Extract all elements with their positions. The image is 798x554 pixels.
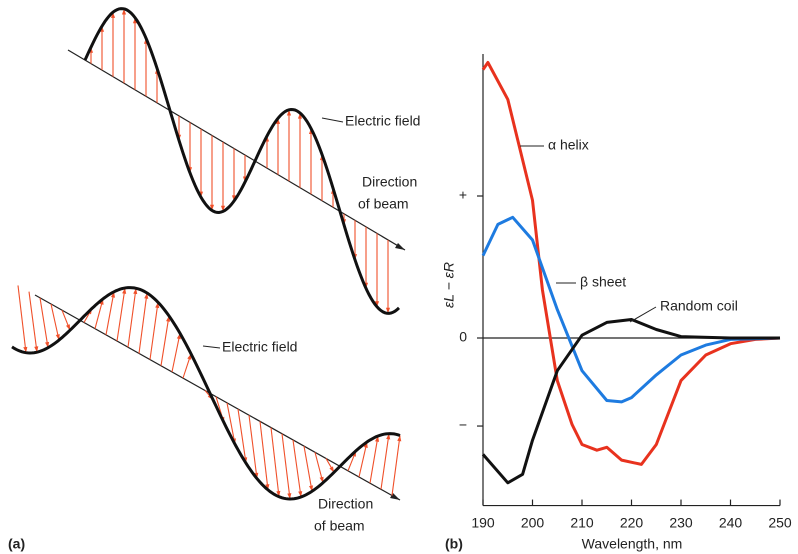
field-arrow [282,434,290,499]
x-axis-label: Wavelength, nm [582,536,683,552]
beam-label: Direction [318,496,373,512]
beam-axis [35,295,400,500]
field-arrow [304,446,312,491]
panel-a [12,9,405,500]
beam-label: Direction [362,174,417,190]
beam-label: of beam [314,518,365,534]
x-tick-label: 210 [570,514,594,530]
label-leader [630,307,656,322]
leader [322,118,343,122]
field-label: Electric field [222,339,297,355]
figure: (a) Electric field Direction of beam Ele… [0,0,798,554]
field-arrow [293,440,301,497]
y-axis-label: εL − εR [441,262,457,308]
field-arrow [172,333,180,372]
field-arrow [370,436,378,483]
beam-label: of beam [358,196,409,212]
field-arrow [139,293,147,353]
field-arrow [40,298,48,348]
field-arrow [260,421,268,490]
beam-axis [68,50,405,250]
beam-arrowhead [395,243,405,250]
field-arrow [161,316,169,366]
field-arrow [106,292,114,335]
field-arrow [29,292,37,353]
field-arrow [271,428,279,497]
series-line [483,63,780,465]
beam-arrowhead [390,493,400,500]
leader [203,346,220,348]
series-label: Random coil [660,298,738,314]
field-arrow [18,285,26,352]
x-tick-label: 240 [719,514,743,530]
x-tick-label: 220 [620,514,644,530]
x-tick-label: 190 [471,514,495,530]
series-label: α helix [548,137,589,153]
field-arrow [381,434,389,490]
y-tick-label: 0 [459,329,467,345]
field-arrow [128,288,136,347]
field-arrow [117,288,125,341]
x-tick-label: 230 [669,514,693,530]
panel-label: (b) [445,536,463,552]
field-label: Electric field [345,113,420,129]
y-tick-label: + [459,187,467,203]
y-tick-label: − [459,417,467,433]
x-tick-label: 250 [768,514,792,530]
field-arrow [150,302,158,359]
panel-label: (a) [8,536,25,552]
x-tick-label: 200 [521,514,545,530]
electric-field-wave [85,9,399,314]
field-arrow [392,435,400,495]
series-label: β sheet [580,274,626,290]
